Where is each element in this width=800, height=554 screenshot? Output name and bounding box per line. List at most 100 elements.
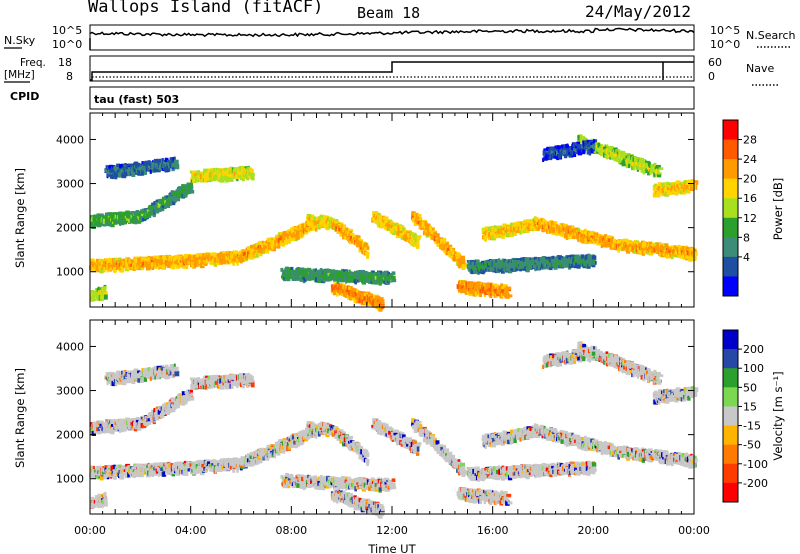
power-pixel: [109, 261, 113, 268]
power-pixel: [215, 176, 218, 181]
power-pixel: [492, 231, 496, 236]
power-pixel: [225, 175, 228, 182]
power-pixel: [345, 227, 348, 233]
power-pixel: [137, 171, 143, 176]
power-pixel: [131, 211, 135, 216]
power-pixel: [184, 184, 187, 187]
power-pixel: [189, 189, 195, 194]
power-pixel: [134, 265, 137, 271]
power-pixel: [151, 204, 155, 209]
power-pixel: [113, 267, 117, 273]
power-pixel: [191, 170, 196, 174]
power-pixel: [391, 279, 397, 283]
power-pixel: [135, 163, 138, 169]
power-pixel: [688, 256, 693, 262]
power-pixel: [668, 249, 672, 255]
power-pixel: [532, 260, 536, 264]
power-pixel: [475, 259, 480, 264]
power-pixel: [474, 291, 477, 296]
power-pixel: [162, 168, 165, 172]
power-pixel: [419, 217, 423, 221]
power-pixel: [292, 275, 297, 280]
power-pixel: [173, 199, 178, 203]
power-pixel: [517, 260, 520, 265]
power-pixel: [104, 213, 108, 217]
power-pixel: [108, 216, 111, 222]
power-pixel: [182, 263, 187, 269]
power-pixel: [315, 226, 318, 232]
power-pixel: [335, 219, 339, 223]
power-pixel: [184, 256, 187, 262]
power-pixel: [415, 213, 419, 219]
power-pixel: [116, 163, 121, 168]
power-pixel: [358, 274, 361, 279]
power-pixel: [300, 227, 303, 232]
power-pixel: [192, 175, 195, 181]
power-pixel: [200, 254, 203, 259]
power-pixel: [623, 241, 629, 245]
power-pixel: [239, 257, 243, 261]
power-pixel: [488, 232, 490, 237]
power-pixel: [503, 284, 508, 289]
power-pixel: [240, 171, 244, 175]
power-pixel: [356, 279, 360, 283]
power-pixel: [427, 231, 430, 237]
power-pixel: [374, 211, 379, 214]
power-pixel: [466, 263, 470, 269]
freq-tick-top: 18: [58, 56, 72, 69]
power-pixel: [542, 218, 545, 223]
power-pixel: [308, 221, 312, 226]
power-pixel: [513, 222, 517, 228]
power-pixel: [92, 217, 96, 223]
power-pixel: [323, 220, 327, 225]
power-pixel: [541, 263, 544, 269]
power-pixel: [216, 169, 220, 174]
power-pixel: [350, 287, 355, 291]
power-pixel: [497, 290, 503, 295]
power-pixel: [218, 256, 221, 260]
power-pixel: [154, 167, 157, 173]
power-pixel: [552, 227, 555, 230]
power-pixel: [493, 234, 498, 239]
power-pixel: [473, 285, 476, 291]
power-pixel: [187, 188, 191, 195]
power-pixel: [210, 174, 213, 180]
power-pixel: [648, 245, 652, 249]
power-pixel: [113, 263, 116, 267]
power-pixel: [636, 247, 640, 250]
power-pixel: [193, 177, 196, 182]
power-pixel: [461, 264, 466, 270]
cpid-value: tau (fast) 503: [94, 93, 179, 106]
power-pixel: [661, 245, 664, 251]
power-pixel: [654, 242, 658, 245]
power-pixel: [581, 230, 584, 234]
power-pixel: [470, 268, 474, 275]
power-pixel: [148, 212, 151, 216]
power-pixel: [113, 166, 116, 170]
power-pixel: [691, 256, 696, 262]
power-pixel: [568, 233, 571, 237]
power-pixel: [666, 249, 670, 256]
power-pixel: [133, 259, 138, 263]
power-pixel: [516, 227, 519, 231]
power-pixel: [603, 243, 607, 248]
power-pixel: [372, 277, 375, 281]
power-pixel: [356, 275, 361, 279]
power-pixel: [172, 256, 177, 262]
power-pixel: [319, 220, 324, 225]
power-pixel: [310, 216, 314, 222]
power-pixel: [141, 161, 145, 167]
power-pixel: [487, 234, 491, 240]
power-pixel: [174, 159, 179, 165]
power-pixel: [506, 264, 510, 270]
power-pixel: [482, 288, 485, 292]
power-pixel: [353, 298, 358, 304]
power-pixel: [514, 221, 520, 225]
power-pixel: [161, 205, 165, 209]
power-pixel: [268, 245, 271, 250]
power-pixel: [506, 287, 512, 290]
nave-tick-top: 60: [708, 56, 722, 69]
power-pixel: [289, 227, 294, 232]
power-pixel: [212, 169, 216, 174]
power-pixel: [354, 271, 359, 276]
